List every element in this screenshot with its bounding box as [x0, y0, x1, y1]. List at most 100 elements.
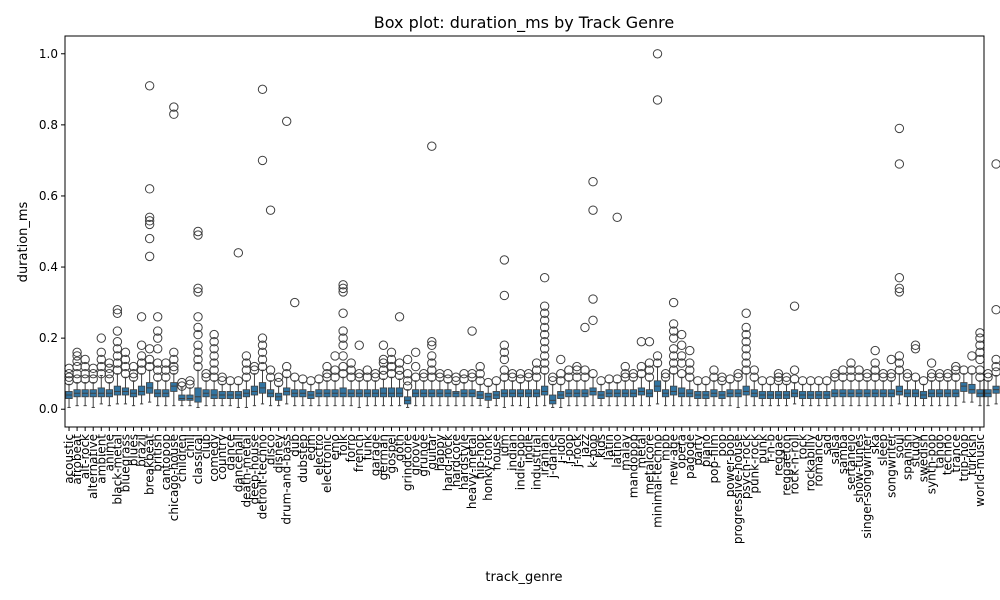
outlier-point: [330, 372, 340, 382]
box-group: [814, 376, 824, 407]
outlier-point: [588, 315, 598, 326]
x-tick-label: show-tunes: [852, 434, 866, 503]
box-group: [644, 336, 655, 407]
outlier-point: [556, 376, 566, 386]
outlier-point: [741, 358, 751, 368]
outlier-point: [338, 340, 348, 350]
outlier-point: [209, 329, 219, 340]
outlier-point: [830, 368, 840, 379]
outlier-point: [991, 159, 1000, 169]
outlier-point: [209, 365, 219, 375]
box-body: [379, 387, 388, 398]
x-tick-label: psych-rock: [739, 434, 753, 499]
outlier-point: [854, 365, 864, 375]
outlier-point: [257, 333, 268, 343]
outlier-point: [668, 326, 679, 336]
box-group: [96, 333, 106, 405]
outlier-point: [959, 365, 969, 375]
outlier-point: [475, 361, 485, 372]
box-body: [895, 385, 903, 396]
x-tick-label: dancehall: [231, 434, 245, 492]
x-tick-label: punk-rock: [747, 434, 761, 494]
box-group: [306, 376, 316, 407]
outlier-point: [144, 344, 155, 354]
outlier-point: [459, 368, 469, 379]
outlier-point: [136, 351, 147, 361]
outlier-point: [539, 344, 550, 354]
outlier-point: [330, 351, 340, 361]
x-tick-label: indian: [505, 434, 519, 471]
box-group: [451, 372, 461, 407]
box-body: [97, 387, 105, 398]
outlier-point: [596, 376, 606, 386]
outlier-point: [668, 344, 679, 354]
x-tick-label: country: [215, 434, 229, 480]
box-body: [170, 382, 178, 392]
outlier-point: [443, 368, 453, 379]
x-tick-label: edm: [304, 434, 318, 461]
box-group: [975, 328, 985, 407]
outlier-point: [427, 351, 437, 361]
box-group: [733, 368, 743, 408]
outlier-point: [539, 358, 550, 368]
outlier-point: [531, 372, 542, 382]
x-tick-label: sertanejo: [844, 434, 858, 490]
box-body: [210, 389, 218, 399]
outlier-point: [894, 358, 905, 368]
box-group: [217, 372, 227, 407]
outlier-point: [636, 368, 647, 379]
outlier-point: [193, 287, 203, 297]
box-body: [541, 385, 549, 396]
x-tick-label: house: [489, 434, 503, 470]
outlier-point: [144, 184, 155, 194]
x-tick-label: minimal-techno: [651, 434, 665, 528]
outlier-point: [209, 336, 219, 347]
x-tick-label: grindcore: [401, 434, 415, 491]
x-tick-label: ambient: [94, 434, 108, 484]
outlier-point: [539, 365, 550, 375]
outlier-point: [112, 365, 123, 375]
outlier-point: [386, 361, 397, 372]
box-body: [186, 394, 194, 401]
box-group: [854, 365, 864, 407]
x-tick-label: dubstep: [296, 434, 310, 483]
box-body: [670, 385, 678, 396]
x-tick-label: opera: [675, 434, 689, 469]
x-tick-label: indie-pop: [513, 434, 527, 490]
x-tick-label: guitar: [425, 434, 439, 470]
outlier-point: [427, 365, 437, 375]
outlier-point: [733, 368, 743, 379]
outlier-point: [483, 377, 493, 388]
outlier-point: [96, 354, 106, 365]
box-group: [322, 361, 332, 407]
outlier-point: [676, 340, 687, 350]
box-group: [201, 368, 211, 407]
outlier-point: [499, 255, 510, 265]
outlier-point: [539, 315, 550, 326]
outlier-point: [580, 365, 590, 375]
outlier-point: [701, 376, 711, 386]
box-group: [749, 365, 759, 407]
outlier-point: [588, 177, 598, 187]
box-group: [523, 368, 534, 408]
outlier-point: [257, 354, 268, 365]
outlier-point: [104, 358, 115, 368]
outlier-point: [378, 340, 389, 350]
outlier-point: [144, 81, 155, 91]
box-group: [290, 297, 300, 407]
box-group: [515, 368, 526, 407]
outlier-point: [902, 368, 913, 379]
outlier-point: [548, 372, 558, 382]
box-group: [668, 297, 679, 407]
x-tick-label: j-rock: [570, 434, 584, 468]
x-tick-label: piano: [699, 434, 713, 467]
box-group: [862, 368, 872, 407]
box-group: [781, 372, 792, 407]
outlier-point: [144, 219, 155, 230]
x-tick-label: industrial: [530, 434, 544, 490]
outlier-point: [257, 155, 268, 166]
outlier-point: [475, 368, 485, 379]
box-body: [960, 382, 968, 392]
